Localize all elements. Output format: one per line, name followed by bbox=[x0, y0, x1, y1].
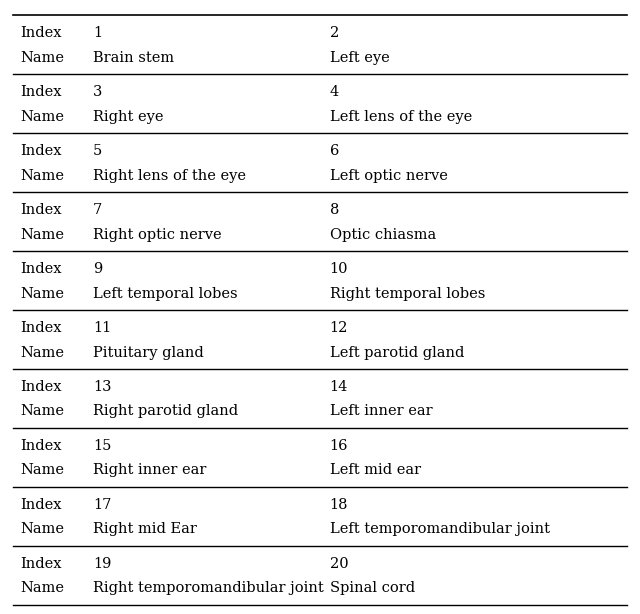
Text: 3: 3 bbox=[93, 85, 102, 99]
Text: Index: Index bbox=[20, 85, 62, 99]
Text: Left eye: Left eye bbox=[330, 51, 389, 65]
Text: 11: 11 bbox=[93, 321, 111, 335]
Text: Right parotid gland: Right parotid gland bbox=[93, 405, 238, 419]
Text: Index: Index bbox=[20, 144, 62, 158]
Text: Index: Index bbox=[20, 203, 62, 217]
Text: 4: 4 bbox=[330, 85, 339, 99]
Text: 8: 8 bbox=[330, 203, 339, 217]
Text: 15: 15 bbox=[93, 438, 111, 453]
Text: Index: Index bbox=[20, 379, 62, 394]
Text: 5: 5 bbox=[93, 144, 102, 158]
Text: Right optic nerve: Right optic nerve bbox=[93, 228, 221, 242]
Text: 14: 14 bbox=[330, 379, 348, 394]
Text: Left lens of the eye: Left lens of the eye bbox=[330, 110, 472, 124]
Text: Right inner ear: Right inner ear bbox=[93, 464, 206, 478]
Text: 6: 6 bbox=[330, 144, 339, 158]
Text: Spinal cord: Spinal cord bbox=[330, 581, 415, 596]
Text: Left optic nerve: Left optic nerve bbox=[330, 169, 447, 183]
Text: Name: Name bbox=[20, 581, 65, 596]
Text: 13: 13 bbox=[93, 379, 111, 394]
Text: Name: Name bbox=[20, 51, 65, 65]
Text: 7: 7 bbox=[93, 203, 102, 217]
Text: 2: 2 bbox=[330, 26, 339, 40]
Text: Name: Name bbox=[20, 228, 65, 242]
Text: Name: Name bbox=[20, 346, 65, 360]
Text: 12: 12 bbox=[330, 321, 348, 335]
Text: Name: Name bbox=[20, 287, 65, 301]
Text: 17: 17 bbox=[93, 497, 111, 511]
Text: Left temporomandibular joint: Left temporomandibular joint bbox=[330, 523, 550, 537]
Text: Index: Index bbox=[20, 497, 62, 511]
Text: 18: 18 bbox=[330, 497, 348, 511]
Text: Index: Index bbox=[20, 262, 62, 276]
Text: Name: Name bbox=[20, 110, 65, 124]
Text: Left temporal lobes: Left temporal lobes bbox=[93, 287, 237, 301]
Text: Right mid Ear: Right mid Ear bbox=[93, 523, 196, 537]
Text: Brain stem: Brain stem bbox=[93, 51, 174, 65]
Text: Name: Name bbox=[20, 169, 65, 183]
Text: Name: Name bbox=[20, 523, 65, 537]
Text: 16: 16 bbox=[330, 438, 348, 453]
Text: Name: Name bbox=[20, 464, 65, 478]
Text: Index: Index bbox=[20, 321, 62, 335]
Text: Optic chiasma: Optic chiasma bbox=[330, 228, 436, 242]
Text: Right temporomandibular joint: Right temporomandibular joint bbox=[93, 581, 324, 596]
Text: Left mid ear: Left mid ear bbox=[330, 464, 420, 478]
Text: 1: 1 bbox=[93, 26, 102, 40]
Text: 9: 9 bbox=[93, 262, 102, 276]
Text: Index: Index bbox=[20, 556, 62, 570]
Text: 19: 19 bbox=[93, 556, 111, 570]
Text: Right temporal lobes: Right temporal lobes bbox=[330, 287, 485, 301]
Text: Index: Index bbox=[20, 438, 62, 453]
Text: Right eye: Right eye bbox=[93, 110, 163, 124]
Text: 20: 20 bbox=[330, 556, 348, 570]
Text: Left inner ear: Left inner ear bbox=[330, 405, 432, 419]
Text: Left parotid gland: Left parotid gland bbox=[330, 346, 464, 360]
Text: Right lens of the eye: Right lens of the eye bbox=[93, 169, 246, 183]
Text: Index: Index bbox=[20, 26, 62, 40]
Text: Pituitary gland: Pituitary gland bbox=[93, 346, 204, 360]
Text: Name: Name bbox=[20, 405, 65, 419]
Text: 10: 10 bbox=[330, 262, 348, 276]
